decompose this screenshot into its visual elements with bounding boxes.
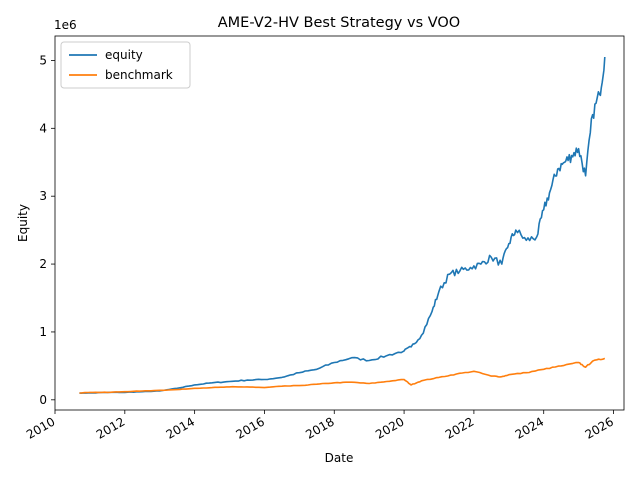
legend-box xyxy=(60,41,191,89)
y-tick-label: 5 xyxy=(39,53,47,67)
y-tick-label: 4 xyxy=(39,121,47,135)
series-line-benchmark xyxy=(79,357,606,394)
x-axis-label: Date xyxy=(325,451,354,465)
legend: equity benchmark xyxy=(60,41,191,89)
y-tick-label: 3 xyxy=(39,189,47,203)
y-tick-label: 1 xyxy=(39,325,47,339)
plot-frame xyxy=(54,35,625,411)
y-tick-label: 0 xyxy=(39,393,47,407)
y-axis-label: Equity xyxy=(16,204,30,242)
y-tick-label: 2 xyxy=(39,257,47,271)
legend-label-benchmark: benchmark xyxy=(105,68,173,82)
series-layer xyxy=(79,56,606,394)
chart-title: AME-V2-HV Best Strategy vs VOO xyxy=(218,15,460,31)
y-offset-label: 1e6 xyxy=(54,18,77,32)
series-line-equity xyxy=(79,56,606,394)
legend-label-equity: equity xyxy=(105,48,143,62)
axes-layer: 2010 2012 2014 2016 2018 2020 2022 2024 20260123… xyxy=(24,35,625,442)
